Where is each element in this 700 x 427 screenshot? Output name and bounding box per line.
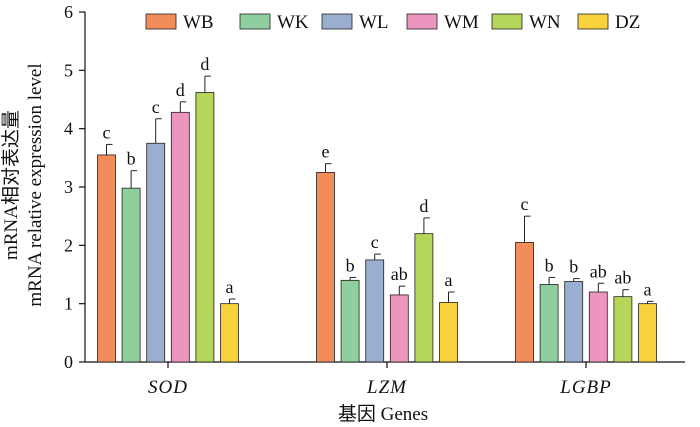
significance-label: ab (590, 261, 607, 281)
significance-label: a (445, 270, 453, 290)
bar-wk (539, 284, 559, 363)
bar-wl (564, 281, 584, 363)
y-tick-label: 3 (64, 177, 73, 197)
bar-wb (316, 172, 335, 363)
legend-swatch-wb (145, 13, 177, 30)
significance-label: a (226, 277, 234, 297)
y-axis-title-english: mRNA relative expression level (25, 63, 46, 306)
significance-label: b (127, 149, 136, 169)
bar-wn (195, 92, 215, 363)
y-tick-label: 6 (64, 2, 73, 22)
bar-wm (170, 111, 190, 363)
x-category-label: LGBP (559, 377, 612, 398)
bar-wm (389, 294, 409, 363)
significance-label: c (521, 194, 529, 214)
significance-label: d (419, 196, 428, 216)
legend: WB WK WL WM WN DZ (145, 12, 640, 33)
legend-swatch-dz (577, 13, 609, 30)
bar-dz (638, 303, 657, 363)
significance-label: b (346, 255, 355, 275)
legend-swatch-wk (239, 13, 271, 30)
bar-wl (365, 259, 385, 363)
y-axis-title: mRNA相对表达量 mRNA relative expression level (0, 63, 46, 306)
legend-label: WL (359, 12, 389, 33)
significance-label: ab (614, 268, 631, 288)
y-axis-title-chinese: mRNA相对表达量 (0, 110, 22, 260)
y-tick-label: 4 (64, 119, 73, 139)
x-category-label: SOD (148, 377, 188, 398)
y-tick-label: 5 (64, 60, 73, 80)
y-tick-label: 2 (64, 235, 73, 255)
bar-dz (439, 302, 458, 363)
significance-label: a (644, 279, 652, 299)
bar-wb (97, 154, 116, 363)
bar-wn (414, 233, 434, 363)
significance-label: b (545, 255, 554, 275)
bar-wk (340, 279, 360, 363)
legend-swatch-wn (491, 13, 523, 30)
x-axis-title: 基因 Genes (338, 403, 428, 425)
significance-label: b (569, 257, 578, 277)
bar-dz (220, 303, 239, 363)
significance-label: c (103, 122, 111, 142)
legend-swatch-wm (406, 13, 438, 30)
legend-label: WK (277, 12, 309, 33)
bar-wm (588, 291, 608, 363)
significance-label: c (152, 97, 160, 117)
legend-swatch-wl (321, 13, 353, 30)
bar-wl (146, 142, 166, 363)
legend-label: WN (529, 12, 561, 33)
y-tick-label: 1 (64, 294, 73, 314)
legend-label: WM (444, 12, 479, 33)
bar-wb (515, 242, 534, 363)
significance-label: ab (391, 264, 408, 284)
legend-label: DZ (615, 12, 640, 33)
significance-label: e (322, 142, 330, 162)
significance-label: d (176, 80, 185, 100)
significance-label: c (371, 232, 379, 252)
bar-wk (121, 187, 141, 363)
x-category-label: LZM (366, 377, 407, 398)
legend-label: WB (183, 12, 214, 33)
y-tick-label: 0 (64, 352, 73, 372)
bar-wn (613, 296, 633, 363)
significance-label: d (200, 54, 209, 74)
